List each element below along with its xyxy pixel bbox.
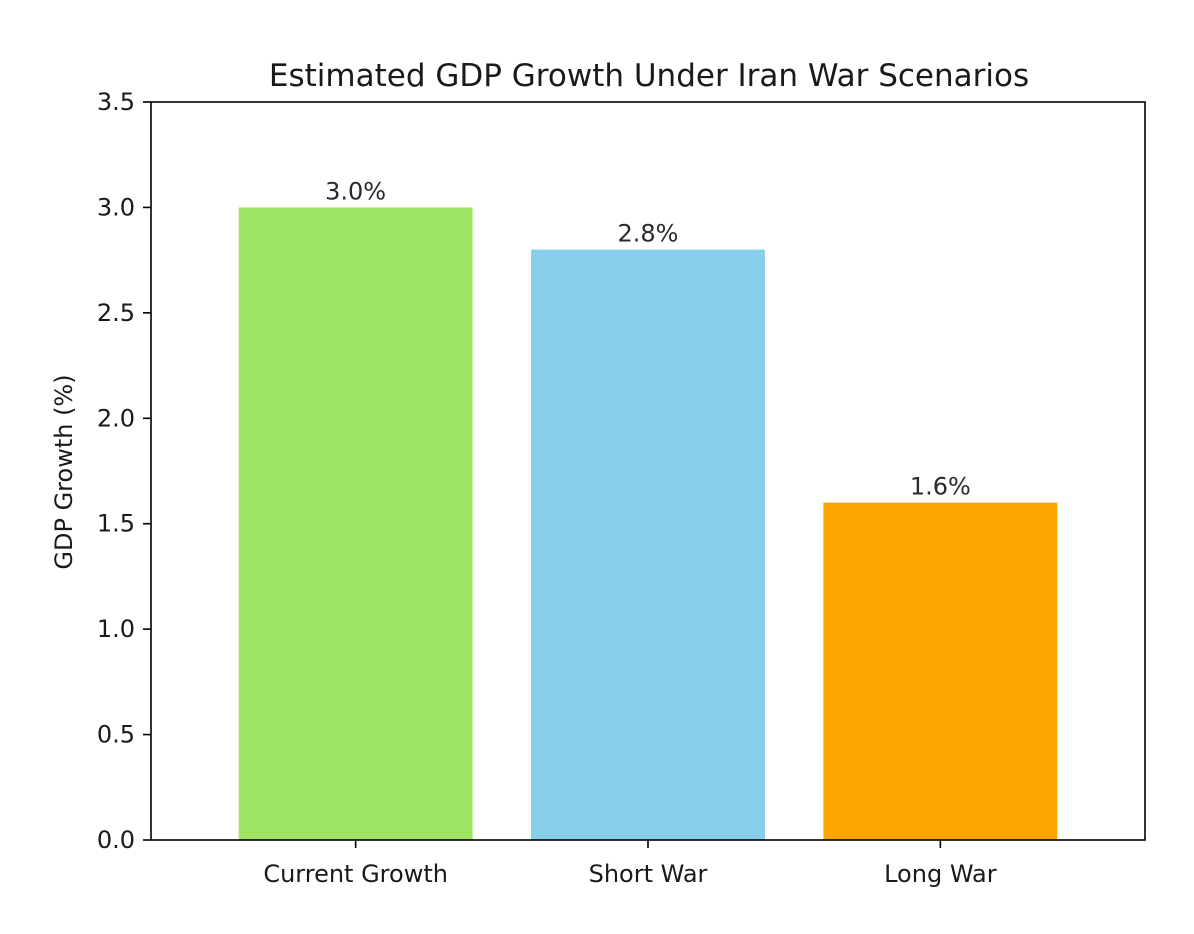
x-tick-label: Current Growth [263, 860, 448, 888]
bars: 3.0% 2.8% 1.6% [238, 177, 1058, 841]
bar [823, 502, 1058, 840]
y-tick-label: 1.5 [97, 510, 135, 538]
y-axis-ticks: 0.0 0.5 1.0 1.5 2.0 2.5 3.0 3.5 [97, 88, 151, 854]
y-tick-label: 2.0 [97, 404, 135, 432]
y-axis-label: GDP Growth (%) [50, 374, 78, 569]
bar [238, 207, 473, 840]
x-axis-ticks: Current Growth Short War Long War [263, 840, 997, 888]
bar-value-label: 1.6% [910, 473, 971, 501]
x-tick-label: Long War [884, 860, 997, 888]
y-tick-label: 2.5 [97, 299, 135, 327]
y-tick-label: 3.0 [97, 193, 135, 221]
y-tick-label: 1.0 [97, 615, 135, 643]
y-tick-label: 3.5 [97, 88, 135, 116]
y-tick-label: 0.0 [97, 826, 135, 854]
bar [531, 249, 765, 841]
bar-value-label: 2.8% [618, 220, 679, 248]
bar-value-label: 3.0% [325, 177, 386, 205]
x-tick-label: Short War [589, 860, 708, 888]
chart-title: Estimated GDP Growth Under Iran War Scen… [269, 58, 1029, 94]
y-tick-label: 0.5 [97, 721, 135, 749]
plot-frame [150, 101, 1146, 841]
